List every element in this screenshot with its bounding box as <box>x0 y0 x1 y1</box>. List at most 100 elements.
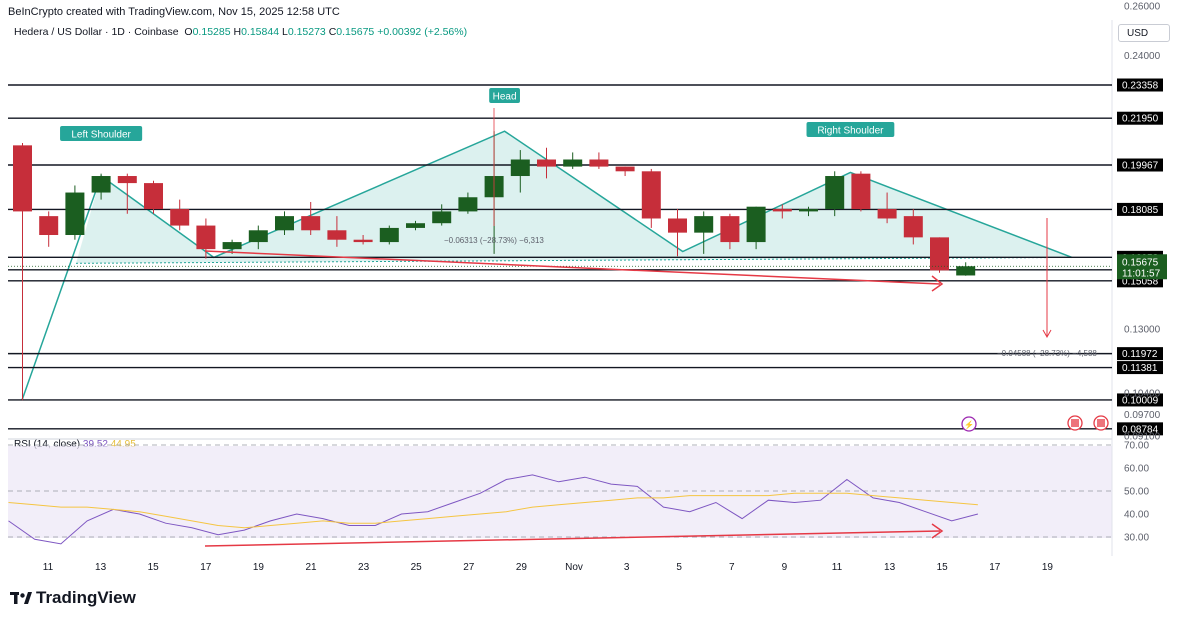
price-tick-label: 0.10400 <box>1124 389 1161 400</box>
level-label-text: 0.21950 <box>1122 114 1159 125</box>
rsi-ma-line <box>8 492 978 529</box>
rsi-legend[interactable]: RSI (14, close) 39.52 44.95 <box>14 439 136 450</box>
level-label: 0.08784 <box>1117 422 1163 436</box>
x-tick-label: 5 <box>676 562 682 573</box>
x-tick-label: 17 <box>989 562 1001 573</box>
level-label-bg <box>1117 158 1163 172</box>
candle-body <box>930 237 949 271</box>
countdown-label: 11:01:57 <box>1122 268 1161 279</box>
x-tick-label: 23 <box>358 562 370 573</box>
x-tick-label: 27 <box>463 562 475 573</box>
candle-body <box>170 209 190 226</box>
rsi-title: RSI (14, close) <box>14 439 81 450</box>
candle-body <box>589 159 609 167</box>
open-label: O <box>184 26 193 38</box>
current-price-bg <box>1117 254 1167 280</box>
level-label-bg <box>1117 111 1163 125</box>
neckline <box>75 256 1073 264</box>
level-label: 0.23358 <box>1117 78 1163 92</box>
right-shoulder-label-bg <box>806 122 895 137</box>
high-value: 0.15844 <box>241 26 280 38</box>
low-label: L <box>281 26 288 38</box>
tradingview-brand[interactable]: TradingView <box>10 588 136 608</box>
price-trend-arrow <box>204 250 941 285</box>
current-price-label: 0.15675 <box>1122 257 1159 268</box>
level-label: 0.15524 <box>1117 263 1163 277</box>
x-tick-label: 19 <box>1042 562 1054 573</box>
candle-body <box>668 218 687 233</box>
symbol-legend[interactable]: Hedera / US Dollar · 1D · Coinbase O0.15… <box>14 26 467 38</box>
head-label-bg <box>489 88 520 103</box>
pattern-outline <box>21 130 1073 401</box>
candle-body <box>248 230 268 243</box>
change-value: +0.00392 (+2.56%) <box>377 26 468 38</box>
level-label: 0.11381 <box>1117 361 1163 375</box>
lightning-icon <box>961 416 977 432</box>
us-flag-icon <box>1067 415 1083 431</box>
candle-body <box>956 266 976 276</box>
x-tick-label: 11 <box>832 562 843 573</box>
close-value: 0.15675 <box>336 26 375 38</box>
chart-credit: BeInCrypto created with TradingView.com,… <box>8 6 340 18</box>
rsi-value: 39.52 <box>82 439 108 450</box>
x-tick-label: 29 <box>516 562 528 573</box>
rsi-tick-label: 60.00 <box>1124 464 1149 475</box>
currency-selector[interactable]: USD <box>1118 24 1170 42</box>
level-label-text: 0.23358 <box>1122 81 1159 92</box>
candle-body <box>39 216 59 236</box>
left-shoulder-label: Left Shoulder <box>71 130 131 141</box>
symbol-title: Hedera / US Dollar · 1D · Coinbase <box>14 26 179 38</box>
brand-name: TradingView <box>36 588 136 607</box>
candle-body <box>301 216 321 231</box>
level-label: 0.11972 <box>1117 347 1163 361</box>
high-label: H <box>233 26 242 38</box>
candle-body <box>327 230 347 240</box>
candle-body <box>379 227 399 243</box>
level-label-text: 0.10009 <box>1122 395 1159 406</box>
price-trend-arrowhead <box>931 275 944 292</box>
level-label-bg <box>1117 263 1163 277</box>
open-value: 0.15285 <box>192 26 231 38</box>
level-label: 0.18085 <box>1117 202 1163 216</box>
target-arrowhead <box>1042 329 1052 339</box>
candle-body <box>851 173 871 210</box>
rsi-tick-label: 30.00 <box>1124 533 1149 544</box>
candle-body <box>13 145 32 212</box>
candle-body <box>825 176 845 210</box>
x-tick-label: 13 <box>95 562 107 573</box>
level-label-bg <box>1117 250 1163 264</box>
low-value: 0.15273 <box>287 26 326 38</box>
target-measure-label: −0.04588 (−28.73%) −4,588 <box>997 349 1097 358</box>
price-tick-label: 0.13000 <box>1124 324 1161 335</box>
x-tick-label: 17 <box>200 562 212 573</box>
left-shoulder-label-bg <box>60 126 143 141</box>
candle-body <box>641 171 661 219</box>
price-tick-label: 0.09100 <box>1124 431 1161 442</box>
candle-body <box>406 223 425 228</box>
candle-body <box>563 159 583 167</box>
level-label-bg <box>1117 393 1163 407</box>
level-label-text: 0.08784 <box>1122 424 1159 435</box>
level-label-text: 0.19967 <box>1122 161 1159 172</box>
us-flag-icon <box>1093 415 1109 431</box>
us-flag-icon-stripes <box>1071 419 1079 427</box>
price-tick-label: 0.09700 <box>1124 410 1161 421</box>
candle-body <box>458 197 478 212</box>
candle-body <box>877 209 897 219</box>
level-label-text: 0.15058 <box>1122 276 1159 287</box>
level-label-bg <box>1117 202 1163 216</box>
rsi-line <box>8 474 979 545</box>
candle-body <box>484 176 504 198</box>
level-label: 0.21950 <box>1117 111 1163 125</box>
level-label-text: 0.11381 <box>1122 363 1158 374</box>
level-label: 0.10009 <box>1117 393 1163 407</box>
level-label-text: 0.16053 <box>1122 253 1159 264</box>
level-label-bg <box>1117 347 1163 361</box>
x-tick-label: Nov <box>565 562 583 573</box>
candle-body <box>117 176 137 184</box>
candle-body <box>694 216 714 233</box>
candle-body <box>222 242 242 250</box>
candle-body <box>615 166 635 172</box>
level-label: 0.16053 <box>1117 250 1163 264</box>
level-label-text: 0.18085 <box>1122 205 1159 216</box>
